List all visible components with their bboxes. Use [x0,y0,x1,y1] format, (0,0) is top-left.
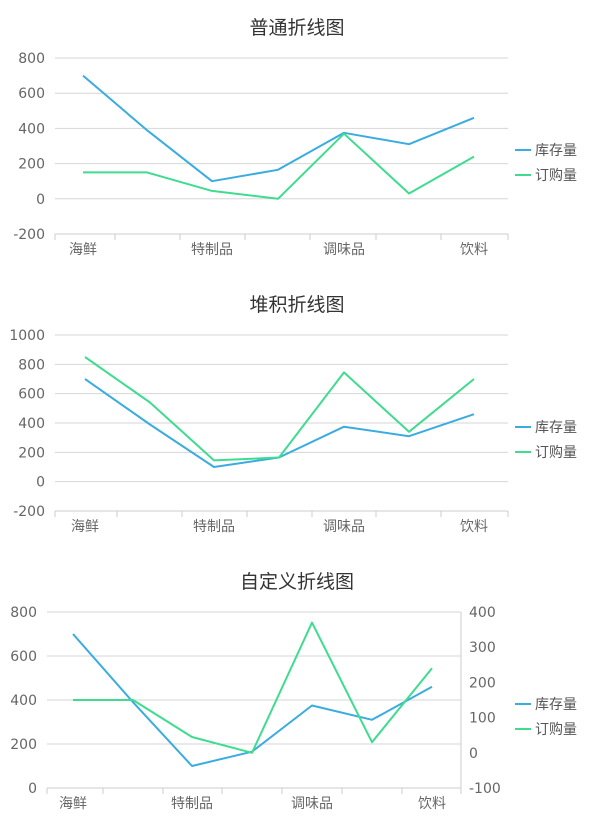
legend-label: 库存量 [535,143,577,159]
x-tick-label: 饮料 [418,796,446,812]
series-line-订购量 [73,621,433,754]
y-tick-label: 600 [18,387,45,403]
series-line-库存量 [82,74,475,183]
x-tick-label: 特制品 [171,796,213,812]
legend-label: 订购量 [535,445,577,461]
y-tick-label: -200 [13,504,45,520]
y2-tick-label: 200 [469,675,496,691]
x-tick-label: 特制品 [193,519,235,535]
x-tick-label: 饮料 [460,519,488,535]
y-tick-label: 200 [18,445,45,461]
y2-tick-label: 400 [469,605,496,621]
x-tick-label: 饮料 [460,242,488,258]
y-tick-label: 800 [18,357,45,373]
y-tick-label: 1000 [9,328,45,344]
y-tick-label: 400 [10,693,37,709]
y-tick-label: 0 [28,781,37,797]
y2-tick-label: 0 [469,746,478,762]
chart-title: 自定义折线图 [240,571,354,593]
y-tick-label: 400 [18,416,45,432]
chart-2: 堆积折线图 1000 800 600 400 200 0 -200 海鲜 特制品 调味品 饮料 库存量订… [9,294,577,535]
series-line-订购量 [83,132,475,200]
y-tick-label: 400 [18,121,45,137]
x-tick-label: 海鲜 [59,796,87,812]
y-tick-label: 200 [18,157,45,173]
chart-title: 普通折线图 [249,17,344,39]
x-tick-label: 特制品 [191,242,233,258]
x-tick-label: 调味品 [291,796,333,812]
legend-label: 订购量 [535,168,577,184]
legend-label: 订购量 [535,722,577,738]
series-line-订购量 [84,356,475,462]
chart-title: 堆积折线图 [249,294,344,316]
y2-tick-label: 100 [469,711,496,727]
y-tick-label: -200 [13,227,45,243]
y-tick-label: 200 [10,737,37,753]
x-tick-label: 海鲜 [71,519,99,535]
legend-label: 库存量 [535,697,577,713]
y2-tick-label: -100 [469,781,501,797]
y-tick-label: 0 [36,475,45,491]
y-tick-label: 600 [10,649,37,665]
y2-tick-label: 300 [469,640,496,656]
y-tick-label: 800 [18,51,45,67]
legend-label: 库存量 [535,420,577,436]
y-tick-label: 600 [18,86,45,102]
x-tick-label: 调味品 [323,519,365,535]
y-tick-label: 800 [10,605,37,621]
x-tick-label: 海鲜 [69,242,97,258]
y-tick-label: 0 [36,192,45,208]
x-tick-label: 调味品 [323,242,365,258]
chart-3: 自定义折线图 800 600 400 200 0 400 300 200 100 0 -100 海鲜 特制… [10,571,577,812]
